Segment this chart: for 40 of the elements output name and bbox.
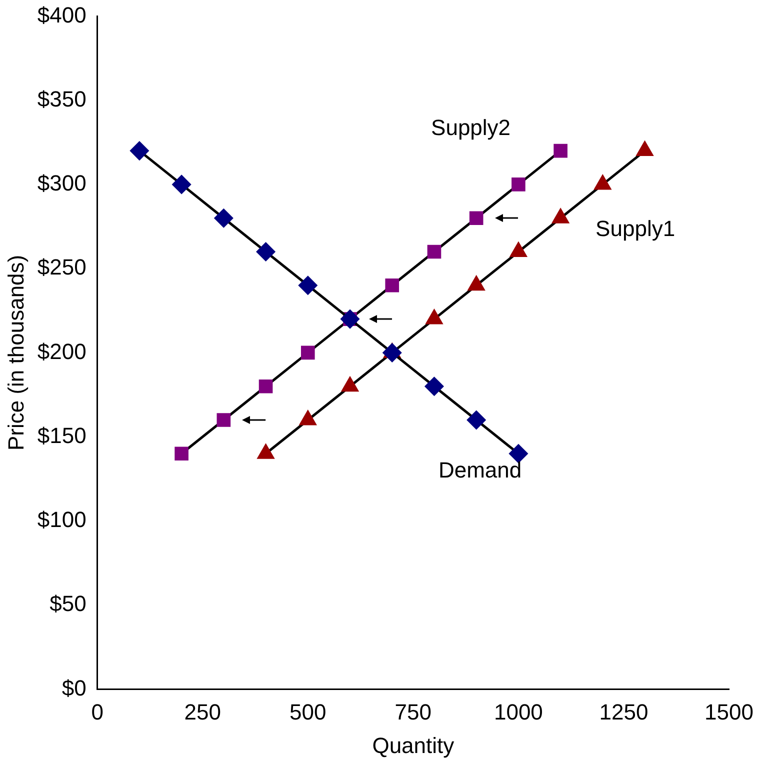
x-tick-label: 0 bbox=[91, 699, 104, 724]
y-tick-label: $350 bbox=[37, 86, 86, 112]
x-tick-label: 250 bbox=[184, 699, 221, 724]
point bbox=[554, 144, 568, 158]
point bbox=[172, 175, 191, 194]
y-axis-title: Price (in thousands) bbox=[3, 254, 28, 451]
point bbox=[258, 379, 273, 394]
y-tick-label: $50 bbox=[50, 591, 86, 616]
y-tick-label: $200 bbox=[37, 338, 86, 364]
point bbox=[256, 242, 276, 261]
x-tick-label: 1500 bbox=[704, 699, 754, 724]
point bbox=[467, 410, 486, 430]
point bbox=[385, 278, 400, 292]
y-tick-label: $400 bbox=[37, 2, 86, 28]
point bbox=[216, 413, 231, 427]
point bbox=[424, 377, 444, 396]
series-label: Supply2 bbox=[431, 114, 511, 140]
point bbox=[469, 211, 484, 226]
x-tick-label: 1000 bbox=[494, 699, 543, 724]
point bbox=[214, 208, 233, 228]
x-tick-label: 1250 bbox=[599, 699, 648, 724]
y-tick-label: $250 bbox=[37, 254, 86, 280]
point bbox=[300, 346, 315, 360]
x-tick-label: 750 bbox=[394, 699, 432, 724]
point bbox=[298, 276, 318, 295]
point bbox=[427, 244, 442, 259]
y-tick-label: $150 bbox=[37, 422, 86, 448]
y-tick-label: $0 bbox=[62, 675, 86, 700]
x-axis-title: Quantity bbox=[372, 732, 454, 758]
y-tick-label: $100 bbox=[37, 507, 86, 532]
point bbox=[174, 446, 188, 461]
point bbox=[512, 178, 526, 192]
series-label: Demand bbox=[438, 458, 522, 483]
point bbox=[509, 444, 528, 463]
point bbox=[340, 310, 360, 328]
x-tick-label: 500 bbox=[290, 699, 326, 724]
series-label: Supply1 bbox=[596, 216, 676, 242]
point bbox=[130, 142, 149, 160]
y-tick-label: $300 bbox=[37, 170, 86, 196]
point bbox=[382, 343, 402, 362]
